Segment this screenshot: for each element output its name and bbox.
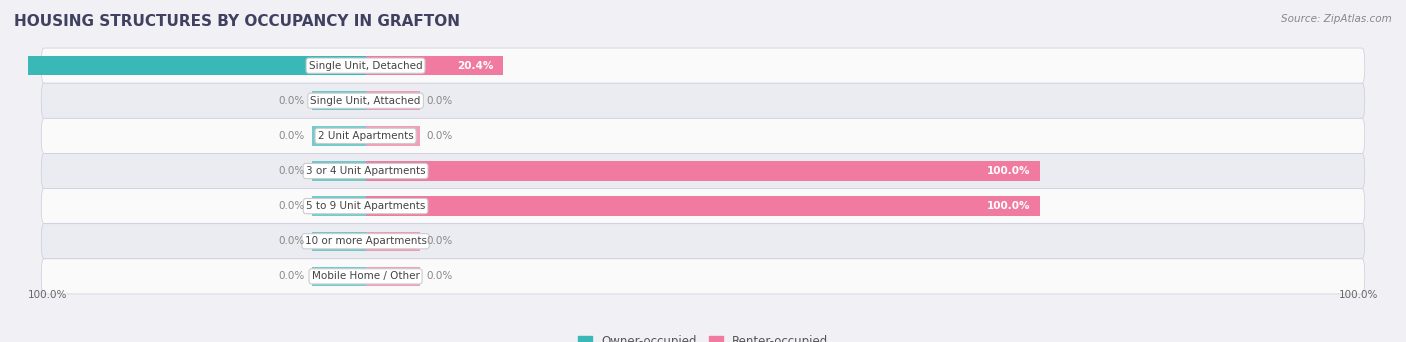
Bar xyxy=(312,267,366,286)
Text: 0.0%: 0.0% xyxy=(426,271,453,281)
Text: 2 Unit Apartments: 2 Unit Apartments xyxy=(318,131,413,141)
Legend: Owner-occupied, Renter-occupied: Owner-occupied, Renter-occupied xyxy=(572,330,834,342)
Text: 100.0%: 100.0% xyxy=(1339,290,1378,300)
FancyBboxPatch shape xyxy=(41,48,1365,83)
Bar xyxy=(366,196,1040,216)
Text: 0.0%: 0.0% xyxy=(278,271,305,281)
Bar xyxy=(312,232,366,251)
Bar xyxy=(312,91,366,110)
Bar xyxy=(312,161,366,181)
Text: 0.0%: 0.0% xyxy=(278,201,305,211)
FancyBboxPatch shape xyxy=(41,259,1365,294)
Text: 20.4%: 20.4% xyxy=(457,61,494,71)
Bar xyxy=(312,196,366,216)
Bar xyxy=(0,56,366,75)
Text: 0.0%: 0.0% xyxy=(278,131,305,141)
Bar xyxy=(366,91,419,110)
Text: 0.0%: 0.0% xyxy=(426,236,453,246)
Text: 0.0%: 0.0% xyxy=(278,236,305,246)
Text: 10 or more Apartments: 10 or more Apartments xyxy=(305,236,426,246)
Text: 100.0%: 100.0% xyxy=(28,290,67,300)
Bar xyxy=(366,232,419,251)
Text: Mobile Home / Other: Mobile Home / Other xyxy=(312,271,419,281)
Bar xyxy=(366,126,419,146)
Text: 5 to 9 Unit Apartments: 5 to 9 Unit Apartments xyxy=(307,201,425,211)
Text: 3 or 4 Unit Apartments: 3 or 4 Unit Apartments xyxy=(305,166,426,176)
Text: Source: ZipAtlas.com: Source: ZipAtlas.com xyxy=(1281,14,1392,24)
Text: HOUSING STRUCTURES BY OCCUPANCY IN GRAFTON: HOUSING STRUCTURES BY OCCUPANCY IN GRAFT… xyxy=(14,14,460,29)
Bar xyxy=(366,267,419,286)
Bar xyxy=(366,56,503,75)
FancyBboxPatch shape xyxy=(41,188,1365,224)
FancyBboxPatch shape xyxy=(41,154,1365,188)
Text: Single Unit, Attached: Single Unit, Attached xyxy=(311,96,420,106)
Bar xyxy=(312,126,366,146)
Text: 0.0%: 0.0% xyxy=(426,131,453,141)
Text: 0.0%: 0.0% xyxy=(278,96,305,106)
Text: 100.0%: 100.0% xyxy=(987,201,1031,211)
Bar xyxy=(366,161,1040,181)
Text: Single Unit, Detached: Single Unit, Detached xyxy=(309,61,422,71)
FancyBboxPatch shape xyxy=(41,224,1365,259)
Text: 0.0%: 0.0% xyxy=(278,166,305,176)
Text: 0.0%: 0.0% xyxy=(426,96,453,106)
FancyBboxPatch shape xyxy=(41,83,1365,118)
Text: 100.0%: 100.0% xyxy=(987,166,1031,176)
FancyBboxPatch shape xyxy=(41,118,1365,154)
